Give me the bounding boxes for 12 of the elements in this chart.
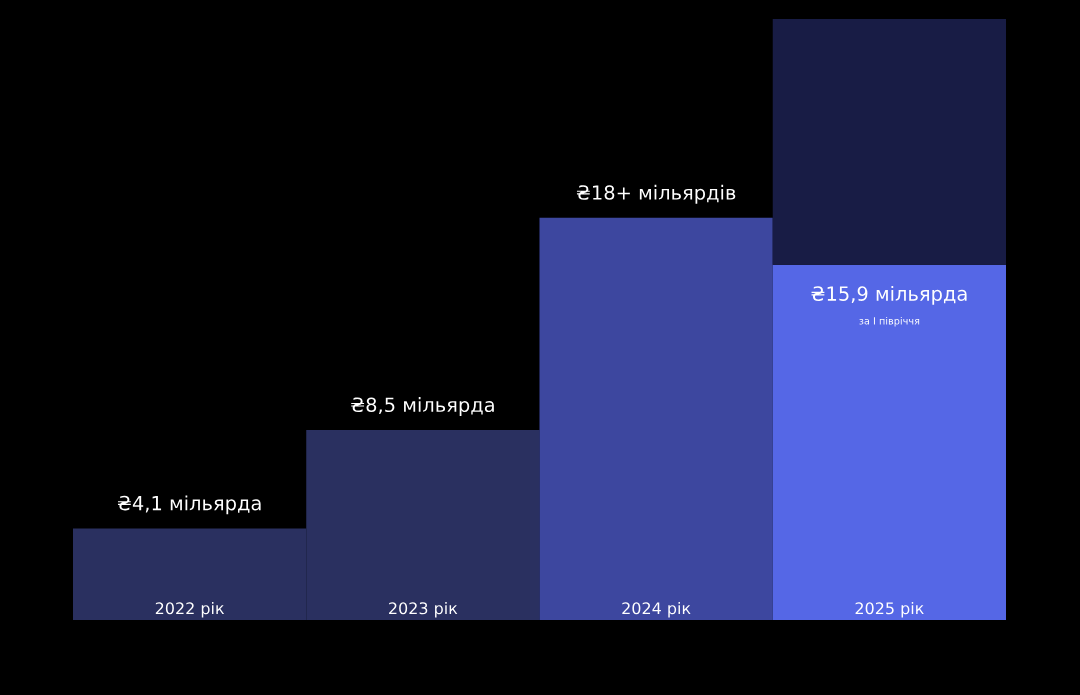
x-tick-label: 2023 рік: [389, 601, 458, 618]
data-label: ₴18+ мільярдів: [576, 184, 736, 204]
bar: [539, 217, 773, 620]
data-label: ₴8,5 мільярда: [351, 397, 494, 416]
x-tick-label: 2025 рік: [855, 601, 924, 618]
data-label: ₴4,1 мільярда: [117, 495, 261, 515]
bar: [772, 19, 1006, 265]
bar: [772, 264, 1006, 620]
annotation: за I півріччя: [859, 317, 920, 327]
x-tick-label: 2022 рік: [155, 601, 225, 618]
x-tick-label: 2024 рік: [622, 601, 691, 618]
data-label: ₴15,9 мільярда: [811, 285, 967, 305]
